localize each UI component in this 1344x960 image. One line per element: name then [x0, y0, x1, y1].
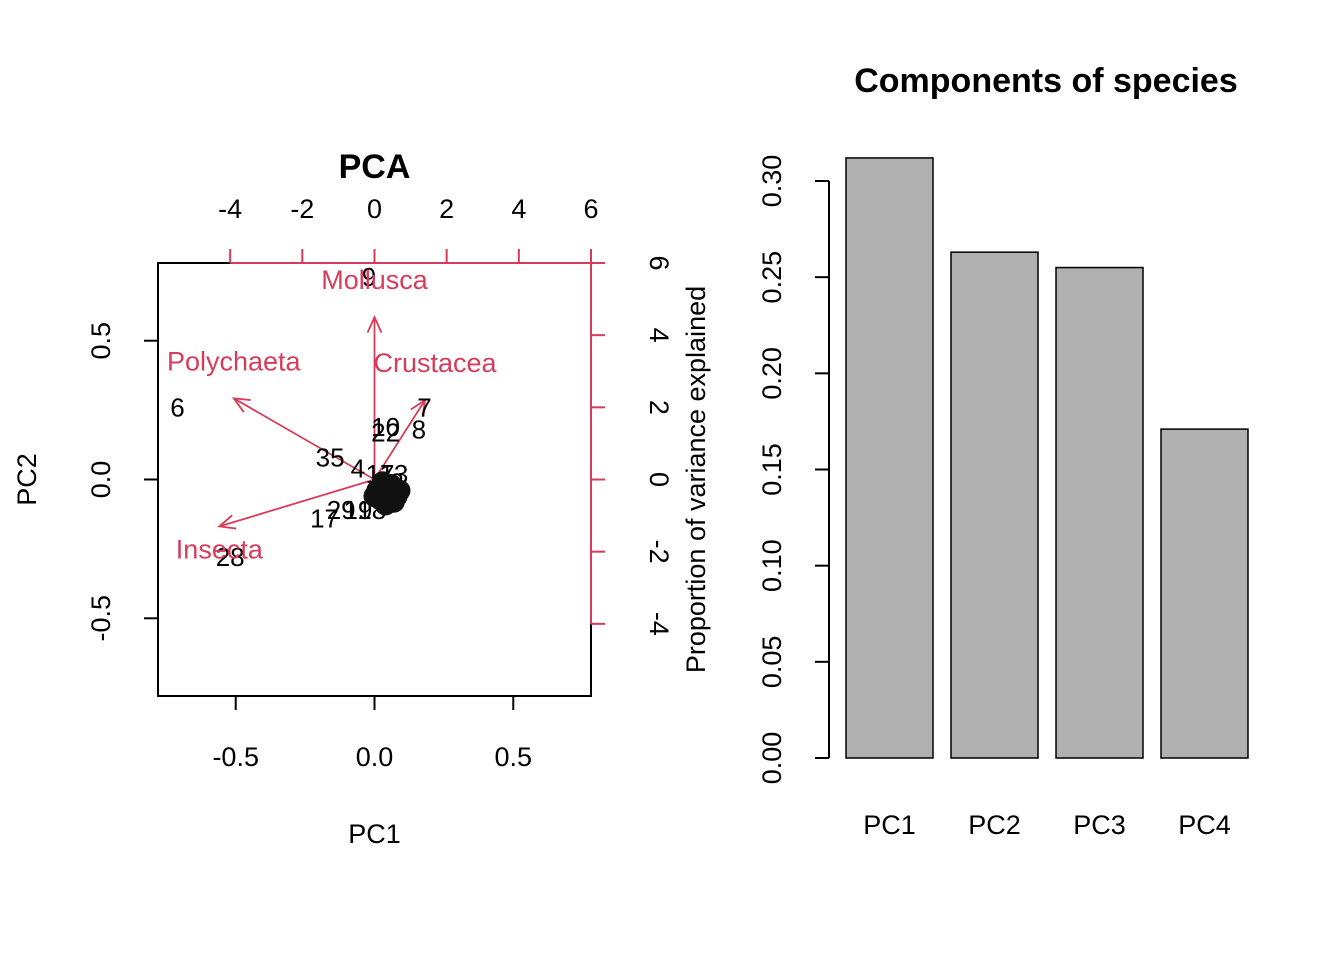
- arrow-head: [410, 398, 427, 418]
- observation-label: 17: [310, 503, 339, 533]
- biplot-y-axis: -0.5 0.0 0.5: [86, 322, 159, 642]
- observation-label: 9: [362, 262, 376, 292]
- observation-label: 10: [371, 412, 400, 442]
- barplot-title: Components of species: [854, 62, 1238, 100]
- bar-category-label: PC1: [863, 810, 916, 840]
- biplot-x-axis: -0.5 0.0 0.5: [212, 695, 533, 772]
- observation-label: 22: [371, 417, 400, 447]
- top-tick-label: 0: [367, 194, 382, 224]
- bar-pc4: [1160, 428, 1249, 759]
- loading-label-mollusca: Mollusca: [321, 265, 429, 295]
- bar-y-tick-label: 0.25: [757, 251, 787, 304]
- observation-label: 7: [417, 392, 431, 422]
- observation-label: 6: [170, 392, 184, 422]
- loading-label-crustacea: Crustacea: [373, 348, 497, 378]
- bars: PC1 PC2 PC3 PC4: [845, 157, 1249, 840]
- bar-pc1: [845, 157, 934, 759]
- bar-y-tick-label: 0.20: [757, 347, 787, 400]
- bar-y-tick-label: 0.15: [757, 443, 787, 496]
- loading-arrow-polychaeta: [231, 397, 375, 481]
- right-tick-label: 4: [644, 328, 674, 343]
- arrow-shaft: [373, 399, 426, 480]
- bar-category-label: PC3: [1073, 810, 1126, 840]
- observation-label: 8: [412, 415, 426, 445]
- right-tick-label: 2: [644, 400, 674, 415]
- y-tick-label: 0.5: [86, 322, 116, 360]
- right-tick-label: 6: [644, 255, 674, 270]
- variance-barplot: Components of species 0.00 0.05 0.10 0.15 0.2…: [757, 62, 1249, 840]
- loading-labels: Mollusca Polychaeta Crustacea Insecta: [167, 265, 498, 564]
- arrow-shaft: [219, 478, 375, 528]
- loading-arrow-insecta: [217, 478, 375, 530]
- observation-cluster-point: [371, 471, 394, 494]
- secondary-y-label: Proportion of variance explained: [681, 286, 711, 673]
- loading-label-insecta: Insecta: [176, 534, 264, 564]
- observation-cluster-point: [388, 479, 411, 502]
- biplot-y-label: PC2: [12, 453, 42, 506]
- biplot-title: PCA: [339, 148, 411, 186]
- y-tick-label: -0.5: [86, 595, 116, 642]
- right-tick-label: 0: [644, 472, 674, 487]
- x-tick-label: 0.0: [356, 742, 394, 772]
- arrow-shaft: [233, 397, 375, 481]
- loading-arrow-crustacea: [373, 398, 427, 480]
- x-tick-label: 0.5: [495, 742, 533, 772]
- observation-label: 35: [316, 442, 345, 472]
- bar-y-tick-label: 0.05: [757, 636, 787, 689]
- arrow-head: [217, 514, 237, 530]
- biplot-right-axis: -4 -2 0 2 4 6: [590, 255, 674, 636]
- observation-labels: 96781022354171332917182819: [170, 262, 432, 572]
- right-tick-label: -4: [644, 612, 674, 636]
- biplot-top-axis: -4 -2 0 2 4 6: [218, 194, 599, 264]
- arrow-head: [231, 397, 251, 413]
- x-tick-label: -0.5: [212, 742, 259, 772]
- bar-y-tick-label: 0.30: [757, 155, 787, 208]
- bar-pc2: [950, 251, 1039, 759]
- loading-arrows: [217, 314, 427, 530]
- observation-label: 29: [327, 495, 356, 525]
- y-tick-label: 0.0: [86, 461, 116, 499]
- top-tick-label: -4: [218, 194, 242, 224]
- bar-category-label: PC4: [1178, 810, 1231, 840]
- loading-label-polychaeta: Polychaeta: [167, 346, 302, 376]
- arrow-head: [366, 314, 383, 334]
- bar-pc3: [1055, 266, 1144, 759]
- right-tick-label: -2: [644, 540, 674, 564]
- observation-label: 4: [351, 453, 365, 483]
- observation-label: 28: [216, 542, 245, 572]
- bar-category-label: PC2: [968, 810, 1021, 840]
- top-tick-label: -2: [290, 194, 314, 224]
- barplot-y-axis: 0.00 0.05 0.10 0.15 0.20 0.25 0.30: [757, 155, 830, 785]
- loading-arrow-mollusca: [366, 314, 383, 480]
- bar-y-tick-label: 0.00: [757, 732, 787, 785]
- top-tick-label: 2: [439, 194, 454, 224]
- top-tick-label: 4: [511, 194, 526, 224]
- bar-y-tick-label: 0.10: [757, 539, 787, 592]
- biplot-x-label: PC1: [348, 819, 401, 849]
- top-tick-label: 6: [583, 194, 598, 224]
